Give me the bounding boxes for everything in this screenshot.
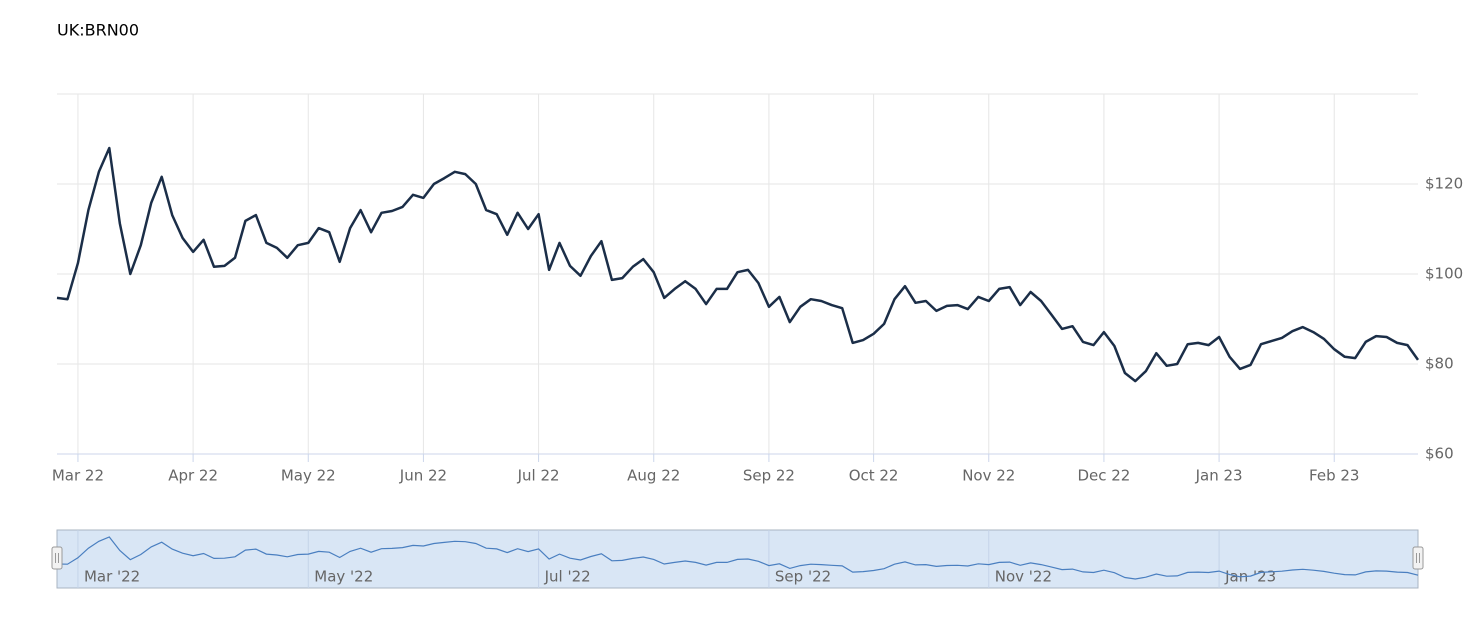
x-tick-label: Jun 22 [399, 467, 447, 485]
x-tick-label: May 22 [281, 467, 336, 485]
x-tick-label: Apr 22 [168, 467, 218, 485]
navigator-label: Sep '22 [775, 568, 831, 586]
x-tick-label: Jan 23 [1195, 467, 1243, 485]
x-tick-label: Aug 22 [627, 467, 680, 485]
x-tick-label: Sep 22 [743, 467, 795, 485]
chart-title: UK:BRN00 [57, 21, 139, 40]
navigator-line [56, 536, 1419, 580]
navigator-label: Nov '22 [995, 568, 1052, 586]
navigator-handle[interactable] [51, 546, 63, 570]
x-tick-label: Dec 22 [1077, 467, 1130, 485]
x-tick-label: Feb 23 [1309, 467, 1359, 485]
navigator-label: May '22 [314, 568, 373, 586]
x-tick-label: Mar 22 [52, 467, 104, 485]
x-tick-label: Oct 22 [849, 467, 899, 485]
navigator-handle[interactable] [1412, 546, 1424, 570]
x-tick-label: Jul 22 [517, 467, 560, 485]
y-tick-label: $60 [1425, 445, 1454, 463]
y-tick-label: $80 [1425, 355, 1454, 373]
price-line [56, 146, 1420, 383]
y-tick-label: $120 [1425, 175, 1463, 193]
x-tick-label: Nov 22 [962, 467, 1015, 485]
navigator-label: Jul '22 [544, 568, 591, 586]
y-tick-label: $100 [1425, 265, 1463, 283]
navigator-label: Mar '22 [84, 568, 140, 586]
